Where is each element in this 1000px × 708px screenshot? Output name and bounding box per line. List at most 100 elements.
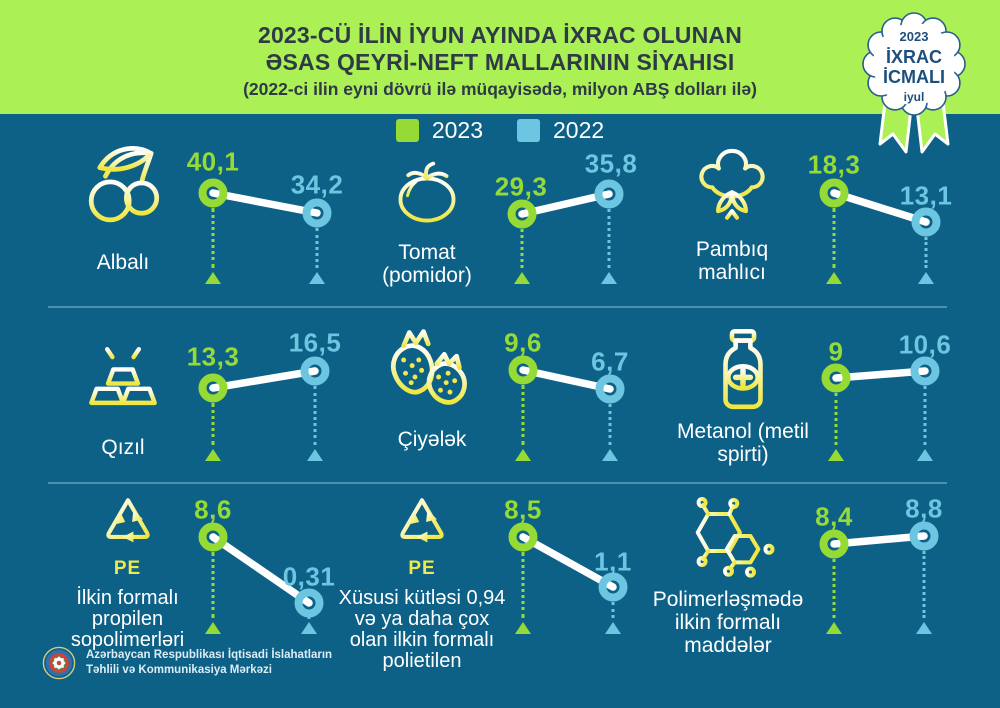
qizil-value-2023: 13,3	[186, 341, 240, 372]
ciyelek-value-2023: 9,6	[504, 327, 542, 358]
propilen-axis-marker-2022	[301, 622, 317, 634]
export-review-badge: 2023 İXRAC İCMALI iyul	[852, 6, 976, 158]
cotton-icon	[699, 148, 765, 220]
albali-value-2023: 40,1	[186, 146, 240, 177]
polietilen-value-2023: 8,5	[504, 494, 542, 525]
organization-name: Azərbaycan Respublikası İqtisadi İslahat…	[86, 648, 332, 678]
header: 2023-CÜ İLİN İYUN AYINDA İXRAC OLUNAN ƏS…	[0, 0, 1000, 114]
qizil-value-2022: 16,5	[288, 327, 342, 358]
product-polimer: Polimerləşmədə ilkin formalı maddələr	[628, 492, 828, 657]
ciyelek-dropline-2023	[521, 385, 525, 445]
albali-axis-marker-2023	[205, 272, 221, 284]
product-qizil: Qızıl	[43, 336, 203, 459]
ciyelek-point-2022	[595, 374, 625, 404]
product-metanol: Metanol (metil spirti)	[653, 324, 833, 466]
coat-of-arms-icon	[42, 646, 76, 680]
badge-month: iyul	[904, 90, 925, 104]
ciyelek-axis-marker-2022	[602, 449, 618, 461]
row-divider	[48, 482, 947, 484]
product-polietilen: PE Xüsusi kütləsi 0,94 və ya daha çox ol…	[322, 488, 522, 672]
metanol-dropline-2023	[834, 393, 838, 445]
ciyelek-axis-marker-2023	[515, 449, 531, 461]
propilen-dropline-2023	[211, 552, 215, 618]
row-divider	[48, 306, 947, 308]
product-label: Tomat (pomidor)	[382, 241, 472, 288]
rosette-badge-icon: 2023 İXRAC İCMALI iyul	[862, 12, 966, 154]
albali-point-2022	[302, 198, 332, 228]
pambiq-axis-marker-2022	[918, 272, 934, 284]
legend-item-2022: 2022	[517, 117, 604, 144]
badge-line1: İXRAC	[886, 47, 942, 67]
propilen-value-2023: 8,6	[194, 494, 232, 525]
polimer-axis-marker-2022	[916, 622, 932, 634]
title-line-1: 2023-CÜ İLİN İYUN AYINDA İXRAC OLUNAN	[257, 22, 743, 48]
org-line-2: Təhlili və Kommunikasiya Mərkəzi	[86, 664, 272, 676]
pambiq-dropline-2023	[832, 208, 836, 268]
polietilen-dropline-2023	[521, 552, 525, 618]
footer: Azərbaycan Respublikası İqtisadi İslahat…	[42, 646, 332, 680]
pambiq-point-2022	[911, 207, 941, 237]
badge-line2: İCMALI	[883, 67, 945, 87]
polietilen-point-2022	[598, 572, 628, 602]
legend-swatch-2022	[517, 119, 540, 142]
metanol-point-2023	[821, 363, 851, 393]
product-propilen: PE İlkin formalı propilen sopolimerləri	[35, 488, 220, 651]
org-line-1: Azərbaycan Respublikası İqtisadi İslahat…	[86, 649, 333, 661]
qizil-trend-line	[209, 367, 319, 392]
pambiq-value-2022: 13,1	[899, 180, 953, 211]
metanol-point-2022	[910, 356, 940, 386]
polimer-dropline-2022	[922, 551, 926, 618]
propilen-point-2023	[198, 522, 228, 552]
albali-dropline-2022	[315, 228, 319, 268]
qizil-axis-marker-2022	[307, 449, 323, 461]
legend: 2023 2022	[0, 117, 1000, 144]
polimer-point-2022	[909, 521, 939, 551]
pambiq-axis-marker-2023	[826, 272, 842, 284]
metanol-value-2023: 9	[828, 336, 844, 367]
strawberry-icon	[390, 329, 467, 405]
legend-label-2023: 2023	[431, 117, 483, 143]
polimer-value-2022: 8,8	[905, 493, 943, 524]
product-tomat: Tomat (pomidor)	[347, 155, 507, 287]
polimer-axis-marker-2023	[826, 622, 842, 634]
metanol-axis-marker-2022	[917, 449, 933, 461]
qizil-point-2023	[198, 373, 228, 403]
ciyelek-point-2023	[508, 355, 538, 385]
product-pambiq: Pambıq mahlıcı	[652, 148, 812, 284]
metanol-dropline-2022	[923, 386, 927, 445]
ciyelek-dropline-2022	[608, 404, 612, 445]
title-line-3: (2022-ci ilin eyni dövrü ilə müqayisədə,…	[243, 79, 757, 99]
propilen-point-2022	[294, 588, 324, 618]
metanol-axis-marker-2023	[828, 449, 844, 461]
pambiq-value-2023: 18,3	[807, 149, 861, 180]
albali-point-2023	[198, 178, 228, 208]
product-albali: Albalı	[43, 142, 203, 274]
polietilen-point-2023	[508, 522, 538, 552]
medicine-bottle-icon	[723, 329, 763, 410]
metanol-value-2022: 10,6	[898, 329, 952, 360]
polietilen-dropline-2022	[611, 602, 615, 618]
legend-item-2023: 2023	[395, 117, 483, 144]
product-label: Pambıq mahlıcı	[695, 238, 769, 285]
product-label: Çiyələk	[397, 428, 467, 451]
recycle-icon	[105, 498, 150, 543]
legend-swatch-2023	[395, 119, 419, 142]
rosette-scallops	[862, 12, 966, 116]
qizil-dropline-2022	[313, 386, 317, 445]
product-ciyelek: Çiyələk	[352, 318, 512, 451]
propilen-dropline-2022	[307, 616, 311, 619]
qizil-dropline-2023	[211, 403, 215, 445]
product-label: Metanol (metil spirti)	[677, 420, 809, 467]
pambiq-dropline-2022	[924, 237, 928, 268]
qizil-axis-marker-2023	[205, 449, 221, 461]
tomat-axis-marker-2023	[514, 272, 530, 284]
tomat-value-2022: 35,8	[584, 148, 638, 179]
product-label: İlkin formalı propilen sopolimerləri	[70, 587, 185, 651]
tomato-icon	[398, 161, 456, 223]
product-label: Qızıl	[101, 436, 145, 459]
tomat-point-2022	[594, 179, 624, 209]
polimer-value-2023: 8,4	[815, 501, 853, 532]
legend-label-2022: 2022	[553, 117, 605, 143]
gold-bars-icon	[89, 342, 157, 406]
polimer-dropline-2023	[832, 559, 836, 618]
